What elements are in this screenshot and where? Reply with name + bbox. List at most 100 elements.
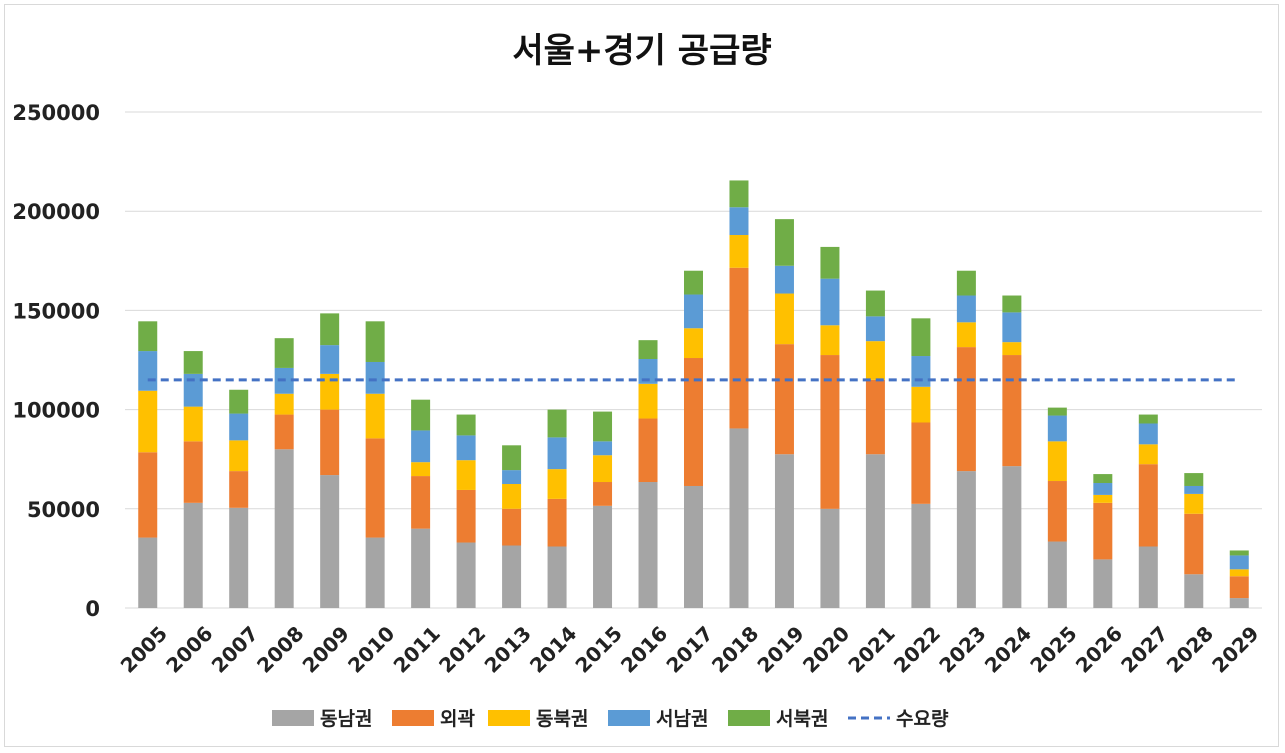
bar-stack xyxy=(456,414,476,608)
bar-segment xyxy=(547,409,567,438)
x-tick-label: 2009 xyxy=(298,621,354,677)
legend-label: 서남권 xyxy=(656,708,708,730)
bar-segment xyxy=(502,508,522,546)
bar-segment xyxy=(593,505,613,608)
legend-item: 서남권 xyxy=(608,708,708,730)
x-tick-label: 2027 xyxy=(1116,621,1172,677)
x-tick-label: 2011 xyxy=(389,621,445,677)
bar-segment xyxy=(865,454,885,608)
x-tick-label: 2006 xyxy=(161,621,217,677)
bar-segment xyxy=(911,318,931,357)
bar-segment xyxy=(1138,546,1158,608)
bar-segment xyxy=(320,475,340,608)
bar-segment xyxy=(774,454,794,608)
bar-segment xyxy=(911,503,931,608)
bar-stack xyxy=(1002,295,1022,608)
bar-segment xyxy=(865,379,885,455)
bar-stack xyxy=(547,409,567,608)
bar-segment xyxy=(183,373,203,407)
y-tick-label: 200000 xyxy=(12,200,100,224)
bar-segment xyxy=(320,373,340,410)
bar-segment xyxy=(1002,342,1022,356)
bar-segment xyxy=(1093,559,1113,608)
bar-segment xyxy=(774,219,794,266)
chart-title: 서울+경기 공급량 xyxy=(512,31,771,71)
bar-stack xyxy=(1093,474,1113,608)
bar-segment xyxy=(820,355,840,509)
bar-segment xyxy=(456,542,476,608)
bar-segment xyxy=(1002,312,1022,343)
x-tick-label: 2017 xyxy=(661,621,717,677)
bar-segment xyxy=(183,502,203,608)
bar-segment xyxy=(547,498,567,547)
bar-stack xyxy=(729,180,749,608)
bar-stack xyxy=(593,411,613,608)
x-tick-label: 2025 xyxy=(1025,621,1081,677)
bar-segment xyxy=(138,390,158,453)
x-tick-label: 2022 xyxy=(889,621,945,677)
bar-segment xyxy=(1047,481,1067,542)
bar-segment xyxy=(411,476,431,529)
bar-stack xyxy=(502,445,522,608)
bar-stack xyxy=(820,246,840,608)
bar-segment xyxy=(956,295,976,323)
bar-segment xyxy=(320,345,340,374)
bar-segment xyxy=(593,441,613,456)
bar-segment xyxy=(1184,513,1204,575)
legend-swatch xyxy=(728,710,770,726)
bar-segment xyxy=(593,411,613,442)
bar-segment xyxy=(729,267,749,429)
bar-segment xyxy=(183,441,203,503)
bar-segment xyxy=(820,508,840,608)
bar-segment xyxy=(547,437,567,470)
bar-segment xyxy=(229,440,249,472)
legend: 동남권 외곽 동북권 서남권 서북권 수요량 xyxy=(272,708,949,730)
bar-segment xyxy=(229,471,249,508)
bar-segment xyxy=(911,422,931,504)
bar-segment xyxy=(138,537,158,608)
bar-segment xyxy=(1047,541,1067,608)
bar-segment xyxy=(820,325,840,356)
y-tick-label: 50000 xyxy=(27,498,100,522)
bar-segment xyxy=(638,359,658,384)
bar-segment xyxy=(729,180,749,208)
legend-label: 외곽 xyxy=(440,708,475,730)
bar-segment xyxy=(456,460,476,490)
bar-segment xyxy=(684,294,703,329)
legend-label: 동북권 xyxy=(536,708,588,730)
bar-segment xyxy=(1093,502,1113,560)
bar-stack xyxy=(411,399,431,608)
y-tick-label: 250000 xyxy=(12,101,100,125)
x-tick-label: 2019 xyxy=(752,621,808,677)
y-tick-label: 150000 xyxy=(12,299,100,323)
bar-segment xyxy=(774,265,794,294)
x-tick-label: 2024 xyxy=(980,621,1036,677)
bar-segment xyxy=(320,313,340,346)
bar-stack xyxy=(320,313,340,608)
bar-segment xyxy=(456,489,476,543)
bar-segment xyxy=(684,270,703,295)
bar-segment xyxy=(593,482,613,506)
bar-stack xyxy=(956,270,976,608)
bar-segment xyxy=(1229,569,1249,577)
x-tick-label: 2012 xyxy=(434,621,490,677)
bar-segment xyxy=(1002,466,1022,608)
legend-item: 외곽 xyxy=(392,708,475,730)
bar-segment xyxy=(411,462,431,477)
bar-stack xyxy=(638,340,658,608)
bar-segment xyxy=(1002,295,1022,313)
bar-segment xyxy=(1093,474,1113,484)
bar-segment xyxy=(1138,414,1158,424)
bar-segment xyxy=(1184,485,1204,494)
bar-segment xyxy=(684,485,703,608)
bar-segment xyxy=(865,290,885,317)
bar-segment xyxy=(456,414,476,436)
bar-segment xyxy=(502,470,522,484)
legend-item: 동북권 xyxy=(488,708,588,730)
bar-stack xyxy=(229,389,249,608)
legend-swatch xyxy=(608,710,650,726)
bar-segment xyxy=(865,316,885,342)
y-tick-label: 100000 xyxy=(12,399,100,423)
bar-segment xyxy=(138,351,158,391)
